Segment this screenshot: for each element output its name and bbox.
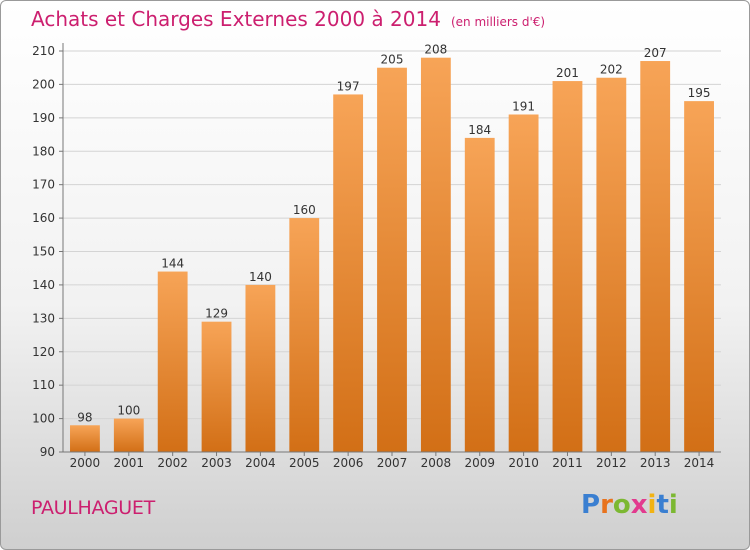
x-tick-label: 2003 (201, 456, 232, 470)
bar-value-label: 195 (688, 86, 711, 100)
x-tick-label: 2008 (421, 456, 452, 470)
bars (70, 57, 714, 453)
x-tick-label: 2009 (464, 456, 495, 470)
bar (157, 271, 188, 452)
bar-value-label: 202 (600, 63, 623, 77)
bar-value-label: 160 (293, 203, 316, 217)
bar-value-label: 201 (556, 66, 579, 80)
chart-unit: (en milliers d'€) (450, 15, 546, 29)
bar (289, 218, 320, 452)
axes (59, 43, 721, 456)
bar (113, 418, 144, 452)
x-tick-label: 2000 (70, 456, 101, 470)
bar (70, 425, 100, 452)
bar-value-label: 197 (337, 79, 360, 93)
bar-value-label: 207 (644, 46, 667, 60)
y-tick-label: 170 (32, 178, 55, 192)
logo-letter: t (656, 490, 669, 520)
y-tick-label: 210 (32, 44, 55, 58)
bar (684, 101, 714, 452)
x-tick-label: 2007 (377, 456, 408, 470)
x-tick-label: 2001 (114, 456, 145, 470)
y-tick-label: 140 (32, 278, 55, 292)
bar (245, 284, 276, 452)
bar-value-label: 208 (424, 43, 447, 57)
y-tick-label: 90 (40, 445, 55, 459)
bar (377, 67, 407, 452)
x-tick-label: 2010 (508, 456, 539, 470)
commune-name: PAULHAGUET (31, 497, 155, 519)
bar (464, 137, 495, 452)
logo-letter: P (581, 490, 601, 520)
x-tick-label: 2014 (684, 456, 715, 470)
x-tick-label: 2006 (333, 456, 364, 470)
y-tick-label: 190 (32, 111, 55, 125)
y-tick-label: 130 (32, 311, 55, 325)
y-tick-label: 100 (32, 412, 55, 426)
bar-value-label: 100 (117, 404, 140, 418)
bar-value-label: 191 (512, 99, 535, 113)
bar (201, 321, 232, 452)
logo-letter: i (668, 490, 678, 520)
bar (596, 77, 627, 452)
logo-letter: o (612, 490, 631, 520)
y-tick-label: 150 (32, 245, 55, 259)
labels: 90 100 110 120 130 140 150 160 170 180 190 200 210 98… (32, 43, 714, 470)
chart-title-block: Achats et Charges Externes 2000 à 2014 (e… (31, 7, 545, 31)
x-tick-label: 2002 (157, 456, 188, 470)
y-tick-label: 200 (32, 77, 55, 91)
bar (640, 61, 671, 453)
proxiti-logo: Proxiti (581, 490, 678, 520)
y-tick-label: 110 (32, 378, 55, 392)
y-tick-label: 160 (32, 211, 55, 225)
x-tick-label: 2004 (245, 456, 276, 470)
bar-value-label: 129 (205, 307, 228, 321)
y-tick-label: 120 (32, 345, 55, 359)
bar (508, 114, 539, 452)
bar (420, 57, 451, 452)
x-tick-label: 2011 (552, 456, 583, 470)
chart-title: Achats et Charges Externes 2000 à 2014 (31, 7, 441, 31)
bar-value-label: 140 (249, 270, 272, 284)
logo-letter: r (600, 490, 613, 520)
logo-letter: x (630, 490, 648, 520)
bar-value-label: 144 (161, 257, 184, 271)
y-tick-label: 180 (32, 144, 55, 158)
bar-value-label: 184 (468, 123, 491, 137)
x-tick-label: 2012 (596, 456, 627, 470)
bar (552, 81, 583, 452)
logo-letter: i (647, 490, 657, 520)
x-tick-label: 2013 (640, 456, 671, 470)
x-tick-label: 2005 (289, 456, 320, 470)
bar-value-label: 205 (381, 53, 404, 67)
bar-value-label: 98 (77, 410, 92, 424)
bar (333, 94, 364, 453)
